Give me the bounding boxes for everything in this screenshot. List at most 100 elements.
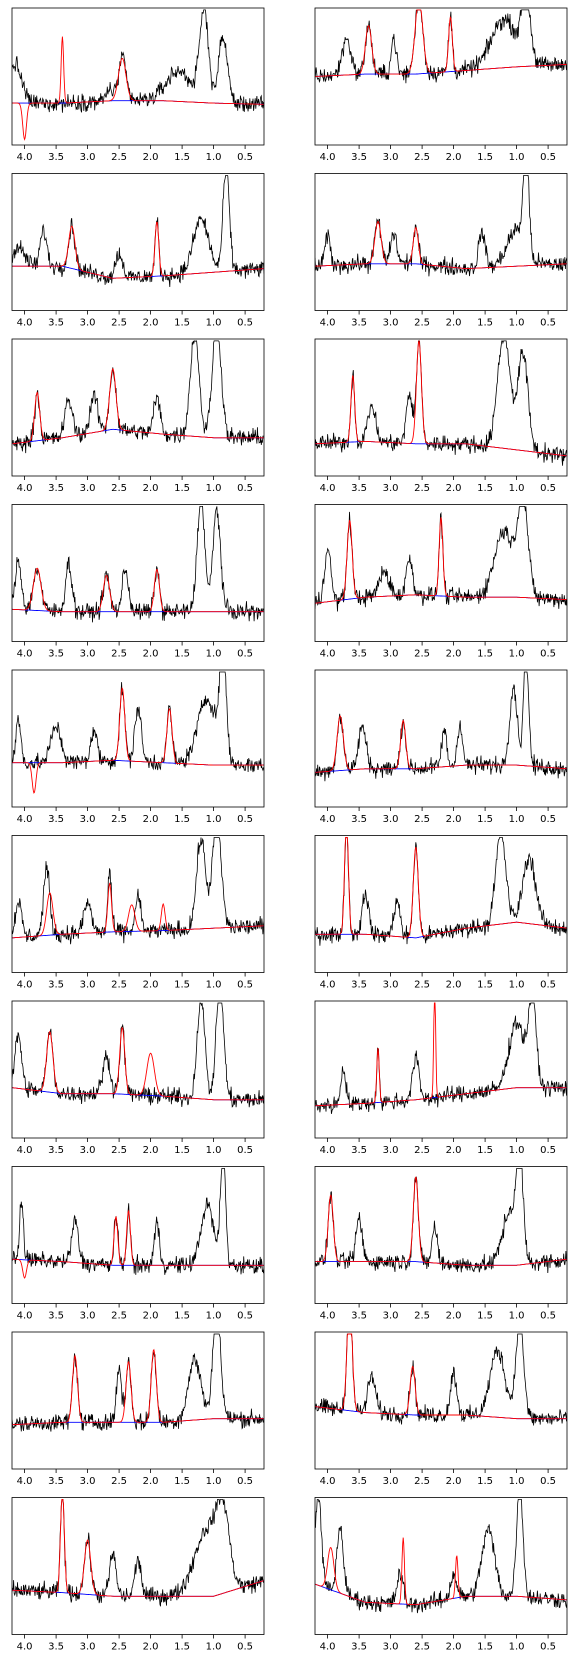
x-tick-label: 1.0 <box>206 1145 222 1156</box>
fit-line <box>315 339 567 457</box>
spectrum-panel: 4.0 3.5 3.0 2.5 2.0 1.5 1.0 0.5 <box>314 504 568 660</box>
x-tick-label: 2.5 <box>414 814 430 825</box>
fit-line <box>12 367 264 445</box>
panel-frame <box>314 1166 568 1304</box>
x-tick-label: 1.5 <box>477 483 493 494</box>
x-tick-label: 0.5 <box>237 1642 253 1653</box>
x-tick-label: 4.0 <box>320 980 336 991</box>
x-tick-label: 3.5 <box>48 318 64 329</box>
spectrum-panel: 4.0 3.5 3.0 2.5 2.0 1.5 1.0 0.5 <box>11 338 265 494</box>
x-tick-label: 2.0 <box>446 814 462 825</box>
x-tick-label: 3.0 <box>383 1476 399 1487</box>
x-tick-label: 0.5 <box>237 318 253 329</box>
panel-frame <box>11 1331 265 1470</box>
x-tick-label: 2.0 <box>446 1145 462 1156</box>
panel-frame <box>11 835 265 973</box>
x-tick-label: 1.5 <box>477 1145 493 1156</box>
x-tick-label: 3.5 <box>351 318 367 329</box>
panel-frame <box>314 7 568 146</box>
x-tick-label: 0.5 <box>540 1145 556 1156</box>
x-tick-label: 3.0 <box>80 1145 96 1156</box>
x-tick-label: 0.5 <box>540 1476 556 1487</box>
x-tick-label: 3.5 <box>351 483 367 494</box>
fit-line <box>315 1537 567 1606</box>
x-tick-label: 4.0 <box>17 649 33 660</box>
x-tick-label: 3.5 <box>351 1642 367 1653</box>
panel-frame <box>11 173 265 311</box>
spectrum-line <box>315 340 567 466</box>
fit-line <box>12 1499 264 1597</box>
x-tick-label: 2.0 <box>143 1476 159 1487</box>
x-tick-label: 2.0 <box>446 1476 462 1487</box>
x-tick-label: 3.5 <box>48 1311 64 1322</box>
x-tick-label: 1.5 <box>174 483 190 494</box>
x-tick-label: 4.0 <box>17 980 33 991</box>
x-tick-label: 2.5 <box>414 1311 430 1322</box>
x-tick-label: 2.5 <box>111 483 127 494</box>
x-tick-label: 4.0 <box>17 483 33 494</box>
fit-line <box>12 1026 264 1101</box>
x-tick-label: 3.5 <box>351 814 367 825</box>
x-tick-label: 4.0 <box>320 152 336 163</box>
x-tick-label: 1.5 <box>174 1311 190 1322</box>
x-tick-label: 1.0 <box>206 152 222 163</box>
x-tick-label: 3.0 <box>80 318 96 329</box>
x-tick-label: 1.5 <box>174 649 190 660</box>
x-tick-label: 3.5 <box>351 1476 367 1487</box>
x-tick-label: 3.5 <box>351 980 367 991</box>
x-tick-label: 3.5 <box>48 980 64 991</box>
x-tick-label: 3.5 <box>48 152 64 163</box>
spectrum-line <box>12 506 264 623</box>
panel-frame <box>314 173 568 311</box>
panel-frame <box>11 7 265 146</box>
x-tick-label: 2.5 <box>414 649 430 660</box>
spectrum-line <box>12 340 264 454</box>
fit-line <box>12 221 264 279</box>
x-tick-label: 2.0 <box>446 1311 462 1322</box>
x-tick-label: 2.0 <box>143 1145 159 1156</box>
x-tick-label: 1.5 <box>477 1476 493 1487</box>
x-tick-label: 3.0 <box>383 1642 399 1653</box>
x-tick-label: 2.0 <box>446 152 462 163</box>
x-tick-label: 1.5 <box>477 814 493 825</box>
x-tick-label: 3.0 <box>383 318 399 329</box>
x-tick-label: 2.5 <box>111 649 127 660</box>
x-tick-label: 2.0 <box>143 152 159 163</box>
fit-line <box>315 9 567 77</box>
panel-frame <box>314 835 568 973</box>
fit-line <box>12 36 264 141</box>
spectrum-line <box>315 671 567 782</box>
x-tick-label: 1.5 <box>174 318 190 329</box>
x-tick-label: 2.5 <box>414 483 430 494</box>
x-tick-label: 4.0 <box>17 1311 33 1322</box>
x-tick-label: 1.5 <box>477 980 493 991</box>
x-tick-label: 2.0 <box>446 980 462 991</box>
x-tick-label: 2.5 <box>111 1642 127 1653</box>
x-tick-label: 1.5 <box>174 152 190 163</box>
x-tick-label: 3.5 <box>351 152 367 163</box>
x-tick-label: 0.5 <box>237 980 253 991</box>
spectrum-line <box>12 1002 264 1108</box>
x-tick-label: 4.0 <box>17 152 33 163</box>
fit-line <box>12 687 264 794</box>
x-tick-label: 1.0 <box>509 152 525 163</box>
x-tick-label: 3.0 <box>383 649 399 660</box>
fit-line <box>315 837 567 938</box>
spectrum-line <box>12 1499 264 1607</box>
x-tick-label: 2.5 <box>111 980 127 991</box>
x-tick-label: 1.0 <box>509 649 525 660</box>
x-tick-label: 1.0 <box>206 1642 222 1653</box>
spectrum-panel: 4.0 3.5 3.0 2.5 2.0 1.5 1.0 0.5 <box>314 173 568 329</box>
x-tick-label: 1.0 <box>509 1145 525 1156</box>
spectrum-panel: 4.0 3.5 3.0 2.5 2.0 1.5 1.0 0.5 <box>314 669 568 825</box>
x-tick-label: 3.0 <box>383 1145 399 1156</box>
spectrum-panel: 4.0 3.5 3.0 2.5 2.0 1.5 1.0 0.5 <box>11 504 265 660</box>
panel-frame <box>314 1497 568 1635</box>
x-tick-label: 0.5 <box>540 1642 556 1653</box>
x-tick-label: 2.0 <box>143 649 159 660</box>
x-tick-label: 3.5 <box>48 1145 64 1156</box>
x-tick-label: 3.0 <box>80 483 96 494</box>
panel-frame <box>314 338 568 477</box>
x-tick-label: 1.5 <box>174 1145 190 1156</box>
x-tick-label: 2.0 <box>446 318 462 329</box>
